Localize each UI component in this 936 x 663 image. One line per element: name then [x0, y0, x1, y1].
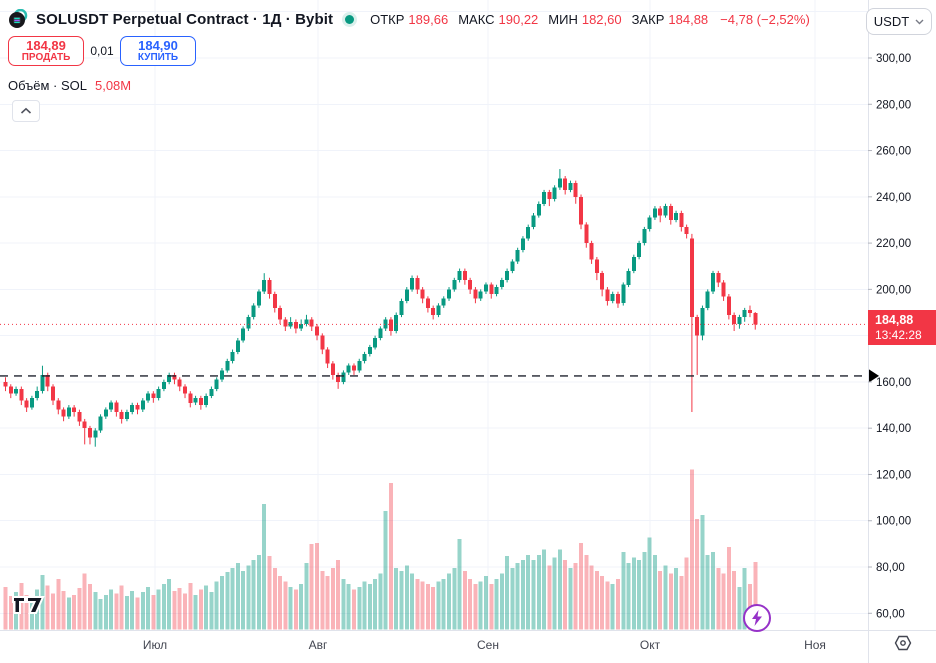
symbol-header: SOLUSDT Perpetual Contract · 1Д · Bybit … [8, 8, 810, 30]
svg-text:140,00: 140,00 [876, 423, 911, 435]
hexagon-settings-icon [894, 635, 912, 651]
spread-value: 0,01 [90, 44, 114, 58]
sell-price: 184,89 [26, 37, 66, 53]
sell-button[interactable]: 184,89 ПРОДАТЬ [8, 36, 84, 66]
market-status-icon[interactable] [345, 14, 355, 24]
close-value: 184,88 [668, 11, 709, 27]
tradingview-logo[interactable] [12, 595, 46, 615]
volume-value: 5,08M [94, 78, 132, 93]
high-label: МАКС [458, 11, 495, 27]
open-value: 189,66 [408, 11, 449, 27]
svg-text:120,00: 120,00 [876, 469, 911, 481]
trade-buttons-panel: 184,89 ПРОДАТЬ 0,01 184,90 КУПИТЬ [8, 36, 196, 66]
volume-label[interactable]: Объём · SOL [8, 78, 87, 93]
chevron-down-icon [915, 19, 924, 24]
sell-caption: ПРОДАТЬ [21, 51, 71, 63]
open-label: ОТКР [370, 11, 405, 27]
collapse-panel-button[interactable] [12, 100, 40, 122]
axis-settings-icon[interactable] [894, 635, 912, 656]
close-label: ЗАКР [631, 11, 665, 27]
symbol-logo-icon[interactable] [8, 8, 28, 29]
symbol-title[interactable]: SOLUSDT Perpetual Contract · 1Д · Bybit [36, 10, 334, 28]
ohlc-row: ОТКР 189,66 МАКС 190,22 МИН 182,60 ЗАКР … [370, 12, 810, 27]
last-price-tag: 184,88 13:42:28 [868, 310, 936, 345]
low-label: МИН [548, 11, 578, 27]
svg-text:Июл: Июл [143, 638, 167, 652]
svg-text:100,00: 100,00 [876, 516, 911, 528]
low-value: 182,60 [581, 11, 622, 27]
svg-text:260,00: 260,00 [876, 146, 911, 158]
chevron-up-icon [20, 107, 32, 114]
svg-text:60,00: 60,00 [876, 608, 905, 620]
svg-text:220,00: 220,00 [876, 238, 911, 250]
svg-text:Ноя: Ноя [804, 638, 826, 652]
volume-indicator-row: Объём · SOL 5,08M [8, 78, 131, 93]
svg-text:300,00: 300,00 [876, 53, 911, 65]
currency-dropdown[interactable]: USDT [866, 8, 932, 35]
svg-text:160,00: 160,00 [876, 377, 911, 389]
buy-button[interactable]: 184,90 КУПИТЬ [120, 36, 196, 66]
change-value: −4,78 (−2,52%) [720, 11, 810, 27]
currency-label: USDT [873, 14, 910, 29]
svg-text:240,00: 240,00 [876, 192, 911, 204]
svg-text:280,00: 280,00 [876, 99, 911, 111]
svg-text:Сен: Сен [477, 638, 499, 652]
svg-text:200,00: 200,00 [876, 284, 911, 296]
instant-trading-icon[interactable] [743, 604, 771, 632]
svg-text:Авг: Авг [309, 638, 328, 652]
buy-caption: КУПИТЬ [137, 51, 179, 63]
lightning-icon [752, 610, 762, 626]
svg-text:80,00: 80,00 [876, 562, 905, 574]
svg-text:Окт: Окт [640, 638, 661, 652]
high-value: 190,22 [498, 11, 539, 27]
buy-price: 184,90 [138, 37, 178, 53]
last-price-value: 184,88 [875, 312, 914, 327]
bar-countdown: 13:42:28 [875, 327, 922, 342]
